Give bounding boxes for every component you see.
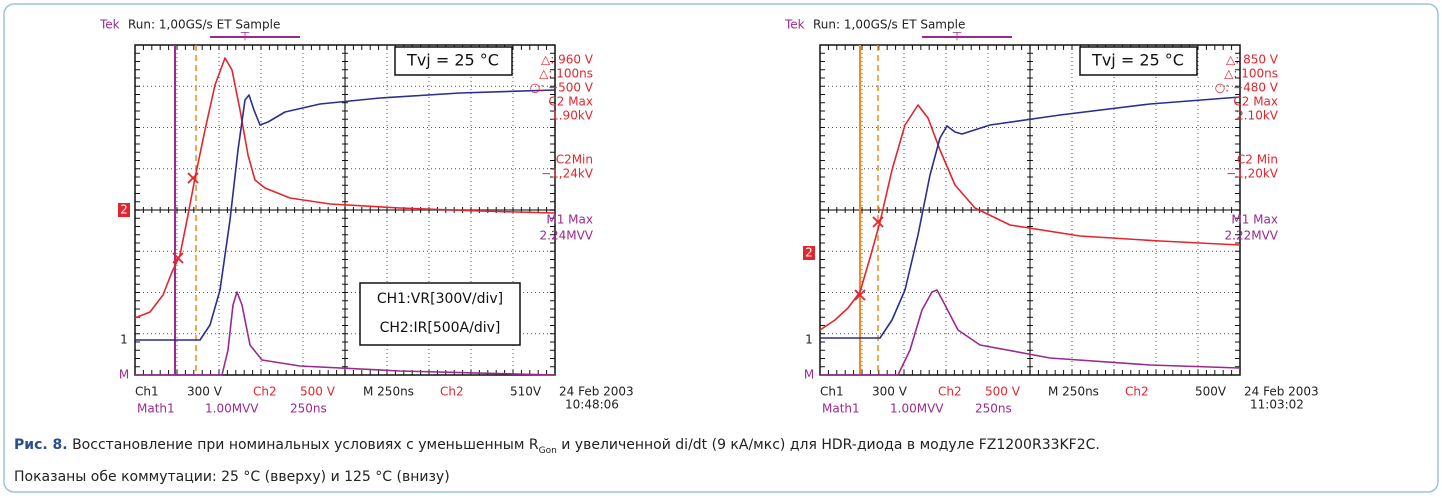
readout: △: 100ns <box>539 67 593 81</box>
readout: C2 Max <box>1233 95 1278 109</box>
caption-sub: Gon <box>539 446 557 456</box>
readout: 1.90kV <box>551 109 594 123</box>
channel-marker: M <box>119 368 129 382</box>
header-tek: Tek <box>784 18 805 32</box>
readout: M1 Max <box>546 213 593 227</box>
readout: C2 Min <box>1237 153 1278 167</box>
channel-marker: 1 <box>120 333 128 347</box>
caption-text: и увеличенной di/dt (9 кА/мкс) для HDR-д… <box>557 437 1100 453</box>
footer-text: Math1 <box>137 402 175 416</box>
date: 24 Feb 2003 <box>559 385 634 399</box>
readout: −1,24kV <box>541 167 594 181</box>
footer-text: M 250ns <box>1048 385 1099 399</box>
readout: ○: −500 V <box>530 81 594 95</box>
caption-line: Показаны обе коммутации: 25 °C (вверху) … <box>14 464 1100 490</box>
readout: M1 Max <box>1231 213 1278 227</box>
footer-text: Ch2 <box>1125 385 1149 399</box>
footer-text: 510V <box>510 385 542 399</box>
footer-text: 500 V <box>985 385 1021 399</box>
tvj: Tvj = 25 °C <box>1091 51 1184 70</box>
footer-text: Ch2 <box>253 385 277 399</box>
footer-text: 300 V <box>187 385 223 399</box>
footer-text: Ch1 <box>135 385 159 399</box>
date: 24 Feb 2003 <box>1244 385 1319 399</box>
readout: C2Min <box>556 153 593 167</box>
footer-text: 500 V <box>300 385 336 399</box>
footer-text: M 250ns <box>363 385 414 399</box>
time: 10:48:06 <box>565 398 619 412</box>
time: 11:03:02 <box>1250 398 1304 412</box>
channel-marker: 2 <box>805 246 813 260</box>
channel-marker: 2 <box>120 203 128 217</box>
footer-text: Ch2 <box>440 385 464 399</box>
readout: −1,20kV <box>1226 167 1279 181</box>
channel-info: CH2:IR[500A/div] <box>380 320 501 336</box>
caption: Рис. 8. Восстановление при номинальных у… <box>14 432 1100 490</box>
channel-marker: M <box>804 368 814 382</box>
caption-label: Рис. 8. <box>14 437 68 453</box>
trigger-mark: ⊤ <box>952 30 962 44</box>
tvj: Tvj = 25 °C <box>406 51 499 70</box>
caption-text: Восстановление при номинальных условиях … <box>72 437 539 453</box>
readout: 2.24MVV <box>540 229 594 243</box>
readout: △: 960 V <box>541 53 594 67</box>
footer-text: 250ns <box>975 402 1012 416</box>
readout: △: 100ns <box>1224 67 1278 81</box>
scopes: TekRun: 1,00GS/s ET Sample⊤Tvj = 25 °C△:… <box>0 0 1442 498</box>
readout: 2.22MVV <box>1225 229 1279 243</box>
readout: ○: −480 V <box>1215 81 1279 95</box>
footer-text: 500V <box>1195 385 1227 399</box>
footer-text: Ch1 <box>820 385 844 399</box>
readout: △: 850 V <box>1226 53 1279 67</box>
channel-info: CH1:VR[300V/div] <box>377 291 503 307</box>
footer-text: 1.00MVV <box>890 402 944 416</box>
trigger-mark: ⊤ <box>240 30 250 44</box>
footer-text: 1.00MVV <box>205 402 259 416</box>
channel-marker: 1 <box>805 333 813 347</box>
header-tek: Tek <box>99 18 120 32</box>
readout: C2 Max <box>548 95 593 109</box>
caption-line: Рис. 8. Восстановление при номинальных у… <box>14 432 1100 464</box>
header-run: Run: 1,00GS/s ET Sample <box>813 18 965 32</box>
header-run: Run: 1,00GS/s ET Sample <box>128 18 280 32</box>
footer-text: Ch2 <box>938 385 962 399</box>
footer-text: 300 V <box>872 385 908 399</box>
footer-text: Math1 <box>822 402 860 416</box>
footer-text: 250ns <box>290 402 327 416</box>
readout: 2.10kV <box>1236 109 1279 123</box>
figure: TekRun: 1,00GS/s ET Sample⊤Tvj = 25 °C△:… <box>0 0 1442 498</box>
